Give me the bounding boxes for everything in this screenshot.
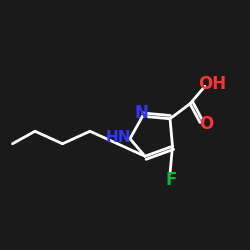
Text: N: N: [134, 104, 148, 122]
Text: F: F: [166, 171, 177, 189]
Text: HN: HN: [106, 130, 132, 145]
Text: OH: OH: [198, 75, 226, 93]
Text: O: O: [199, 115, 214, 133]
